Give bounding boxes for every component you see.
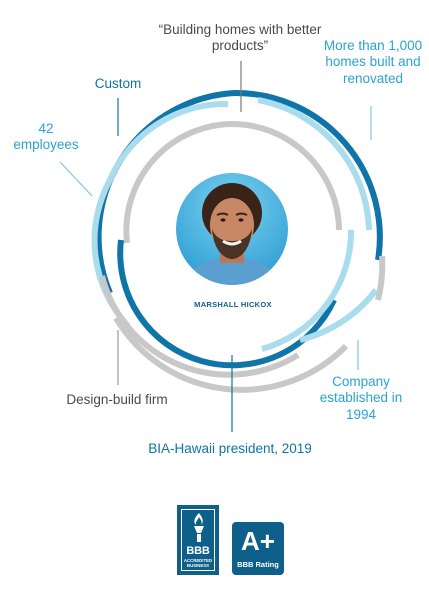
leader-employees xyxy=(59,161,93,197)
bbb-wordmark: BBB xyxy=(186,545,210,557)
ring-gray-right xyxy=(375,255,386,301)
ring-light-blue-bottom xyxy=(299,288,379,343)
fact-bia-president: BIA-Hawaii president, 2019 xyxy=(148,441,312,456)
ring-gray-lower-1 xyxy=(99,275,300,378)
ring-light-blue-lower xyxy=(261,229,355,352)
bbb-accredited-badge: BBB ACCREDITED BUSINESS xyxy=(177,505,219,575)
fact-homes-built: More than 1,000 homes built and renovate… xyxy=(323,38,423,86)
bbb-rating-badge: A+ BBB Rating xyxy=(232,522,284,575)
fact-custom: Custom xyxy=(94,76,142,91)
fact-quote: “Building homes with better products” xyxy=(158,22,322,54)
ring-gray-lower-2 xyxy=(113,316,349,393)
fact-design-build: Design-build firm xyxy=(66,392,168,407)
fact-employees: 42 employees xyxy=(13,121,79,153)
person-name: MARSHALL HICKOX xyxy=(194,300,272,309)
portrait-photo xyxy=(176,173,288,285)
fact-established: Company established in 1994 xyxy=(319,374,403,422)
rating-label: BBB Rating xyxy=(237,560,279,569)
torch-icon xyxy=(194,513,204,542)
bbb-accredited-text: ACCREDITED BUSINESS xyxy=(183,558,213,568)
ring-gray-inner xyxy=(123,120,342,244)
ring-outer-light-blue xyxy=(257,97,372,231)
rating-grade: A+ xyxy=(241,526,275,556)
